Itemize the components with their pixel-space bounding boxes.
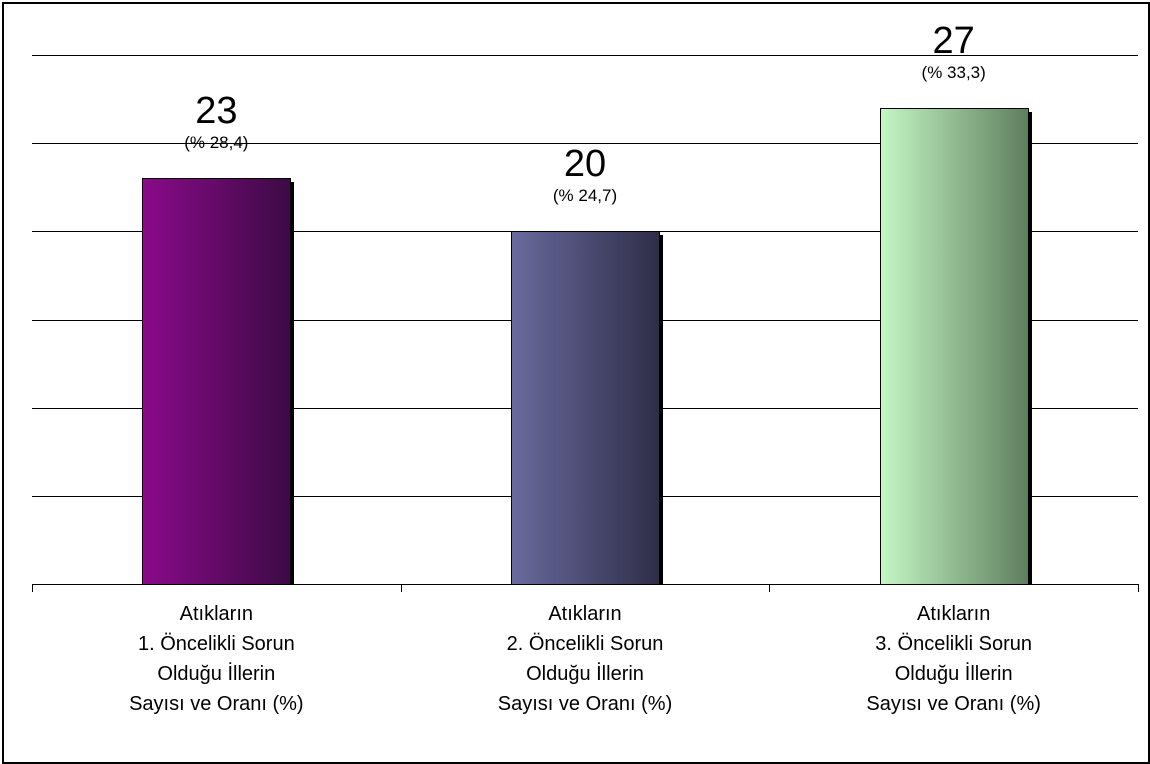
data-labels: 23(% 28,4) Atıkların 1. Öncelikli Sorun Old… [129,20,1041,715]
percent-label: (% 24,7) [553,186,617,205]
category-label: Atıkların 2. Öncelikli Sorun Olduğu İlleri… [498,603,673,715]
percent-label: (% 28,4) [184,133,248,152]
value-label: 23 [195,90,237,132]
category-label-line: Atıkların [180,603,253,625]
category-label-line: 1. Öncelikli Sorun [138,633,295,655]
bars [142,108,1032,585]
category-label-line: Atıkların [548,603,621,625]
bar-chart: 23(% 28,4) Atıkların 1. Öncelikli Sorun Old… [32,20,1139,715]
category-label-line: 3. Öncelikli Sorun [875,633,1032,655]
category-label: Atıkların 1. Öncelikli Sorun Olduğu İlleri… [129,603,304,715]
x-axis [32,584,1139,592]
value-label: 27 [933,20,975,62]
category-label: Atıkların 3. Öncelikli Sorun Olduğu İlleri… [866,603,1041,715]
category-label-line: Atıkların [917,603,990,625]
category-label-line: Sayısı ve Oranı (%) [498,693,673,715]
bar [511,231,660,585]
category-label-line: Olduğu İllerin [895,662,1013,685]
percent-label: (% 33,3) [922,63,986,82]
category-label-line: Olduğu İllerin [526,662,644,685]
bar [142,178,291,585]
category-label-line: Sayısı ve Oranı (%) [866,693,1041,715]
bar [880,108,1029,585]
category-label-line: 2. Öncelikli Sorun [507,633,664,655]
value-label: 20 [564,143,606,185]
category-label-line: Olduğu İllerin [157,662,275,685]
category-label-line: Sayısı ve Oranı (%) [129,693,304,715]
